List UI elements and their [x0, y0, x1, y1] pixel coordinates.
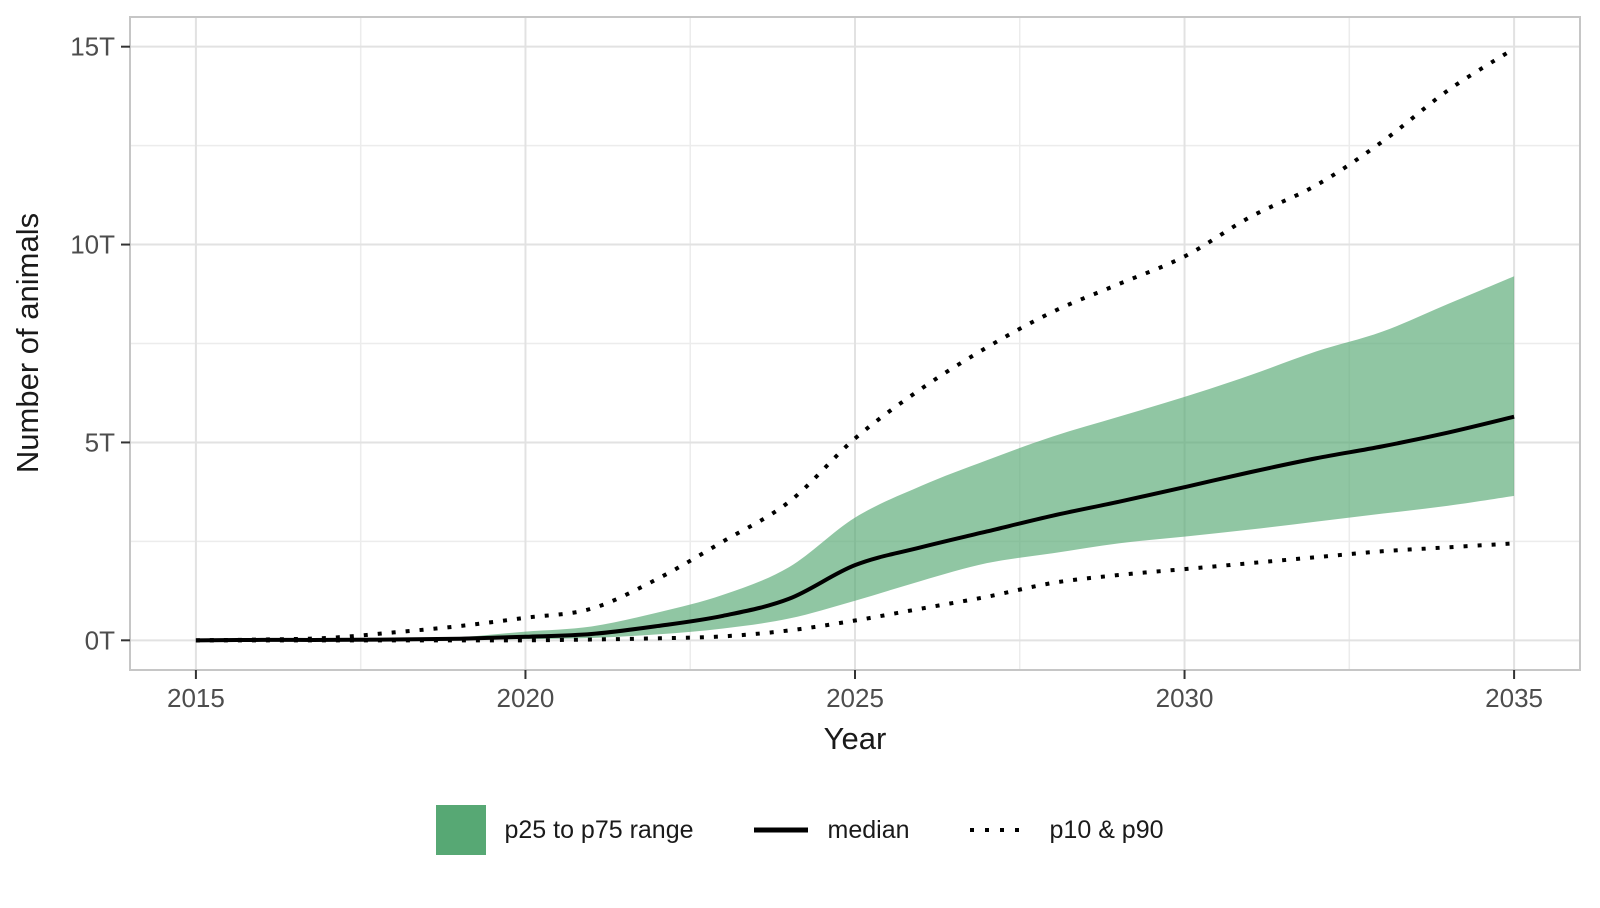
- x-tick-label: 2015: [167, 683, 225, 713]
- plot-area: Year Number of animals 2015 2020 2025 2030 2…: [10, 16, 1581, 756]
- legend-item-ribbon: p25 to p75 range: [436, 805, 694, 855]
- x-tick-label: 2025: [826, 683, 884, 713]
- legend-dotted-line-icon: [969, 828, 1030, 832]
- legend-solid-line-icon: [753, 827, 808, 833]
- p10-line: [195, 541, 1515, 643]
- legend-label-p10-p90: p10 & p90: [1049, 815, 1164, 844]
- y-tick-label: 15T: [70, 32, 115, 62]
- y-tick-label: 10T: [70, 230, 115, 260]
- legend: p25 to p75 range median p10 & p90: [0, 778, 1600, 882]
- median-line: [195, 414, 1515, 643]
- legend-swatch-ribbon-icon: [436, 805, 487, 855]
- x-tick-label: 2030: [1156, 683, 1214, 713]
- legend-label-ribbon: p25 to p75 range: [504, 815, 694, 844]
- legend-item-median: median: [752, 816, 910, 845]
- y-tick-label: 5T: [85, 427, 115, 457]
- legend-item-p10-p90: p10 & p90: [968, 816, 1164, 845]
- y-axis-title: Number of animals: [10, 213, 45, 473]
- x-tick-label: 2020: [497, 683, 555, 713]
- x-axis-title: Year: [824, 721, 887, 756]
- legend-label-median: median: [827, 815, 910, 844]
- y-tick-label: 0T: [85, 625, 115, 655]
- ribbon-p25-p75: [195, 276, 1515, 641]
- x-tick-label: 2035: [1485, 683, 1543, 713]
